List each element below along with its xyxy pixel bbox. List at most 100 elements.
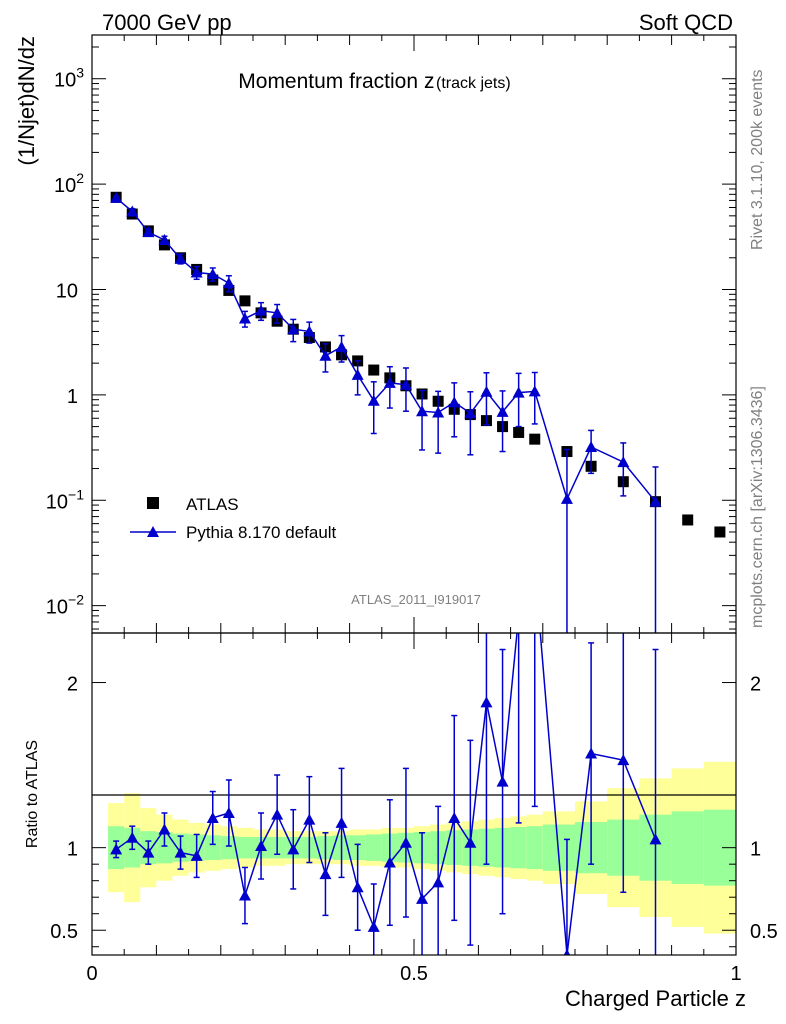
atlas-data-point [682,514,694,526]
ratio-plot-panel: 0.5 0.5 1 1 2 2 0 0.5 1 Ratio to ATLAS Charged P… [24,561,778,1011]
pythia-data-point [560,492,573,504]
ratio-uncertainty-band-inner [526,826,543,870]
pythia-data-point [206,268,219,280]
ratio-data-point [319,868,332,880]
y-tick-label: 10−2 [46,592,84,619]
y-axis-label: (1/Njet)dN/dz [14,36,39,166]
pythia-line [115,197,657,503]
pythia-data-point [303,325,316,337]
ratio-data-point [448,811,461,823]
pythia-data-point [649,495,662,507]
ratio-data-point [464,836,477,848]
ratio-data-point [174,846,187,858]
atlas-data-point [714,526,726,538]
ratio-data-point [399,836,412,848]
pythia-data-point [255,304,268,316]
pythia-data-point [399,378,412,390]
plot-title: Momentum fraction [238,70,418,93]
pythia-data-point [432,406,445,418]
ratio-pythia-line [115,633,657,955]
y-tick-label: 10−1 [46,486,84,513]
pythia-data-point [319,349,332,361]
rivet-version-label: Rivet 3.1.10, 200k events [749,69,766,250]
ratio-uncertainty-band-inner [510,827,527,869]
pythia-data-point [512,386,525,398]
analysis-id-label: ATLAS_2011_I919017 [351,592,481,607]
pythia-data-point [174,252,187,264]
ratio-uncertainty-band-inner [204,835,221,861]
pythia-data-point [383,376,396,388]
ratio-data-point [255,840,268,852]
legend: ATLAS Pythia 8.170 default [130,495,337,542]
pythia-data-point [367,394,380,406]
pythia-data-point [448,396,461,408]
ratio-uncertainty-band-inner [365,834,382,861]
ratio-data-point [287,843,300,855]
ratio-data-point [416,892,429,904]
ratio-data-point [222,806,235,818]
y-tick-label: 10 [56,280,78,302]
header-right: Soft QCD [639,10,733,35]
plot-title-suffix: (track jets) [436,75,511,92]
y-tick-label: 102 [54,170,84,197]
ratio-data-point [190,849,203,861]
pythia-data-point [238,312,251,324]
ratio-y-tick-label-right: 1 [750,839,761,861]
pythia-data-point [528,385,541,397]
ratio-data-point [513,610,525,621]
pythia-data-point [126,205,139,217]
ratio-y-tick-label-left: 1 [67,839,78,861]
pythia-data-point [287,323,300,335]
ratio-data-point [271,808,284,820]
pythia-data-point [585,441,598,453]
ratio-data-point [529,561,541,572]
pythia-data-point [480,385,493,397]
ratio-uncertainty-band-inner [236,836,253,859]
ratio-data-point [126,831,139,843]
x-axis-label: Charged Particle z [565,986,746,1011]
pythia-data-point [190,266,203,278]
ratio-data-point [335,816,348,828]
ratio-y-tick-label-left: 2 [67,674,78,696]
pythia-data-point [222,277,235,289]
legend-pythia-label: Pythia 8.170 default [186,523,337,542]
header-left: 7000 GeV pp [102,10,232,35]
y-tick-label: 1 [67,386,78,408]
atlas-data-point [529,433,541,445]
legend-pythia-marker [147,526,159,537]
atlas-data-point [513,426,525,438]
ratio-data-point [563,949,571,955]
ratio-data-point [496,775,509,787]
legend-atlas-label: ATLAS [186,495,239,514]
ratio-series-group [110,561,662,955]
plot-title-symbol: z [424,70,435,93]
ratio-data-point [367,920,380,932]
ratio-data-point [383,856,396,868]
ratio-uncertainty-band-inner [671,811,704,884]
atlas-data-point [239,295,251,307]
pythia-data-point [617,456,630,468]
ratio-y-tick-label-right: 0.5 [750,921,778,943]
ratio-data-point [649,833,662,845]
ratio-data-point [480,696,493,708]
pythia-data-point [464,407,477,419]
ratio-data-point [142,846,155,858]
ratio-y-tick-label-right: 2 [750,674,761,696]
pythia-data-point [271,306,284,318]
ratio-uncertainty-band-inner [220,836,237,860]
x-tick-label: 1 [730,963,741,985]
ratio-data-point [585,747,598,759]
pythia-data-point [158,233,171,245]
pythia-data-point [335,340,348,352]
legend-atlas-marker [147,497,159,509]
y-tick-label: 103 [54,65,84,92]
pythia-data-point [142,226,155,238]
main-plot-panel: 10−2 10−1 1 10 102 103 Momentum fraction z (t… [14,34,737,634]
ratio-uncertainty-band-inner [156,831,173,864]
ratio-data-point [617,754,630,766]
x-tick-label: 0.5 [400,963,428,985]
pythia-data-point [496,405,509,417]
ratio-data-point [206,811,219,823]
ratio-data-point [432,876,445,888]
